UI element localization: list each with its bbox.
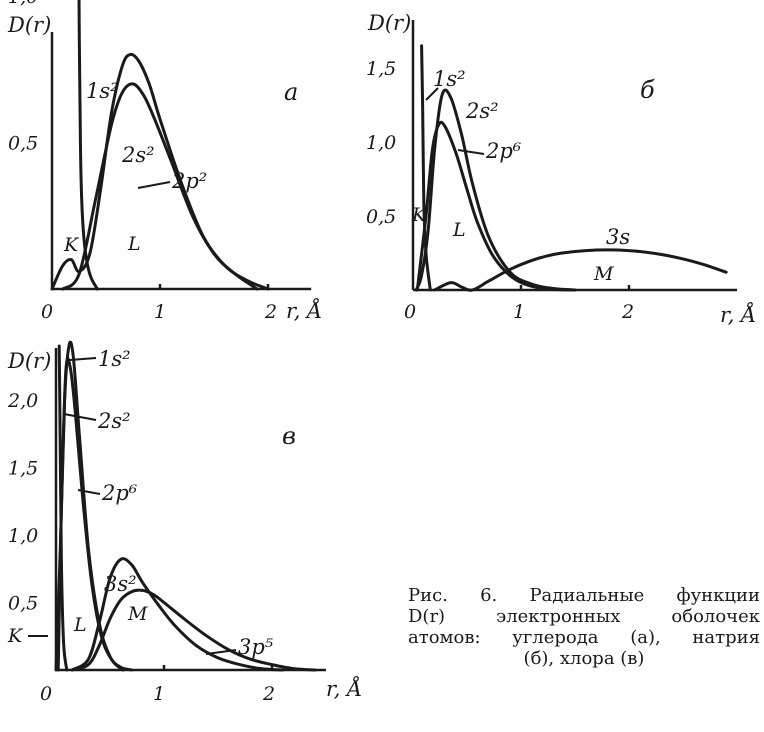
x-tick-label: 2 xyxy=(262,683,275,705)
y-tick-label: 0,5 xyxy=(8,593,38,615)
series-label: 2p⁶ xyxy=(485,139,522,163)
caption-line: атомов: углерода (а), натрия xyxy=(408,627,760,648)
series-label: 2p⁶ xyxy=(101,481,138,505)
chart-panel-2: D(r) r, Å б 0 1 2 0,5 1,0 1,5 1s² 2s² 2p⁶ 3s K L M xyxy=(366,11,756,327)
series-label: 1s² xyxy=(98,347,131,371)
x-axis-label: r, Å xyxy=(326,676,362,701)
series-label: 2s² xyxy=(121,143,155,167)
series-leader-line xyxy=(205,649,237,655)
shell-region-label: K xyxy=(411,204,428,226)
x-tick-label: 2 xyxy=(621,301,634,323)
series-label: 2s² xyxy=(465,99,499,123)
series-leader-line xyxy=(63,413,97,421)
x-axis-label: r, Å xyxy=(286,298,322,323)
series-label: 3p⁵ xyxy=(238,635,274,659)
series-line xyxy=(415,120,577,292)
shell-region-label: K xyxy=(7,625,24,647)
y-tick-label: 2,0 xyxy=(7,390,38,412)
y-tick-label: 0,5 xyxy=(8,133,38,155)
shell-region-label: L xyxy=(127,233,141,255)
figure-caption: Рис. 6. Радиальные функции D(r) электрон… xyxy=(408,585,760,669)
y-tick-label: 0,5 xyxy=(366,206,396,228)
shell-region-label: M xyxy=(127,603,148,625)
shell-region-label: L xyxy=(452,219,466,241)
series-line xyxy=(54,340,134,672)
series-line xyxy=(433,248,728,292)
series-label: 3s xyxy=(606,225,630,249)
series-leader-line xyxy=(137,181,171,189)
x-axis-label: r, Å xyxy=(720,302,756,327)
series-line xyxy=(70,588,317,672)
x-tick-label: 1 xyxy=(153,683,165,705)
y-tick-label: 1,5 xyxy=(366,58,396,80)
series-line xyxy=(414,88,577,292)
panel-letter: а xyxy=(284,78,298,106)
shell-region-label: K xyxy=(63,234,80,256)
series-line xyxy=(61,82,259,291)
series-label: 2p² xyxy=(171,169,207,193)
series-label: 2s² xyxy=(97,409,131,433)
series-label: 1s² xyxy=(433,67,466,91)
series-line xyxy=(420,44,432,292)
caption-line: Рис. 6. Радиальные функции xyxy=(408,585,760,606)
series-leader-line xyxy=(77,489,101,495)
panel-letter: в xyxy=(282,422,296,450)
series-leader-line xyxy=(457,149,485,155)
y-axis-label: D(r) xyxy=(367,11,411,35)
shell-region-label: M xyxy=(593,263,614,285)
caption-line: (б), хлора (в) xyxy=(523,648,645,669)
x-tick-label: 2 xyxy=(264,301,277,323)
series-leader-line xyxy=(425,87,439,101)
y-tick-label: 1,0 xyxy=(366,132,396,154)
shell-region-label: L xyxy=(73,614,87,636)
panel-letter: б xyxy=(640,76,655,104)
y-tick-label: 1,0 xyxy=(8,525,38,547)
x-tick-label: 1 xyxy=(513,301,525,323)
caption-line: D(r) электронных оболочек xyxy=(408,606,760,627)
chart-panel-3: D(r)r, Åв0 1 20,51,01,52,01s²2s²2p⁶3s²3p⁵K… xyxy=(7,340,362,705)
y-tick-label: 1,5 xyxy=(8,458,38,480)
x-tick-label: 0 xyxy=(40,683,52,705)
x-tick-label: 0 xyxy=(41,301,53,323)
x-tick-label: 1 xyxy=(154,301,166,323)
y-tick-label: 1,0 xyxy=(8,0,38,8)
x-tick-label: 0 xyxy=(404,301,416,323)
series-line xyxy=(77,0,99,291)
y-axis-label: D(r) xyxy=(7,349,51,373)
y-axis-label: D(r) xyxy=(7,13,51,37)
series-line xyxy=(56,356,125,672)
